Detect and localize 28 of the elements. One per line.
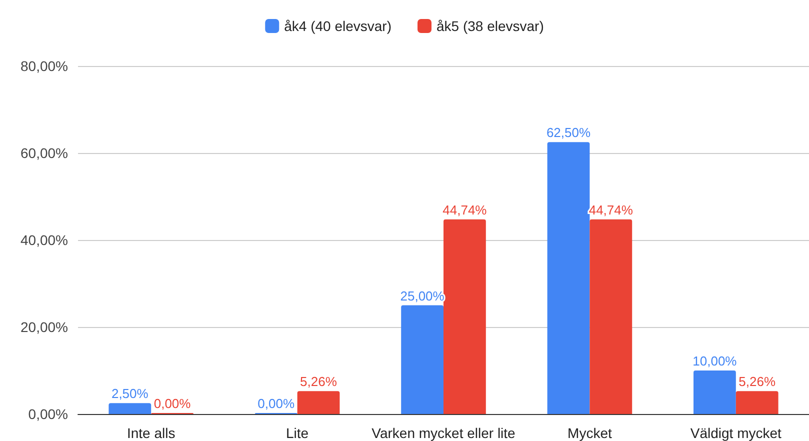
legend-label: åk4 (40 elevsvar) — [284, 18, 392, 34]
bar — [108, 403, 152, 414]
data-label: 10,00% — [692, 354, 738, 368]
data-label: 44,74% — [442, 202, 488, 218]
y-tick-label: 40,00% — [20, 232, 68, 248]
data-label: 0,00% — [154, 396, 192, 411]
y-tick-label: 80,00% — [20, 58, 68, 74]
bar — [401, 305, 444, 414]
data-label: 5,26% — [738, 374, 776, 390]
data-label: 62,50% — [546, 125, 591, 140]
x-tick-label: Varken mycket eller lite — [372, 425, 516, 441]
x-tick-label: Inte alls — [126, 425, 176, 441]
data-label: 0,00% — [258, 396, 295, 411]
data-label: 2,50% — [111, 386, 149, 402]
bar — [297, 391, 340, 414]
x-tick-label: Lite — [286, 425, 309, 441]
bar — [590, 219, 632, 414]
bar — [547, 142, 590, 414]
bar — [694, 370, 736, 414]
legend-label: åk5 (38 elevsvar) — [436, 18, 544, 34]
bar — [736, 391, 778, 414]
x-tick-label: Mycket — [568, 425, 612, 441]
y-tick-label: 20,00% — [20, 319, 68, 335]
data-label: 5,26% — [300, 374, 338, 390]
y-tick-label: 60,00% — [20, 145, 68, 161]
bar — [444, 219, 486, 414]
y-tick-label: 0,00% — [28, 406, 68, 422]
x-tick-label: Väldigt mycket — [690, 425, 782, 441]
